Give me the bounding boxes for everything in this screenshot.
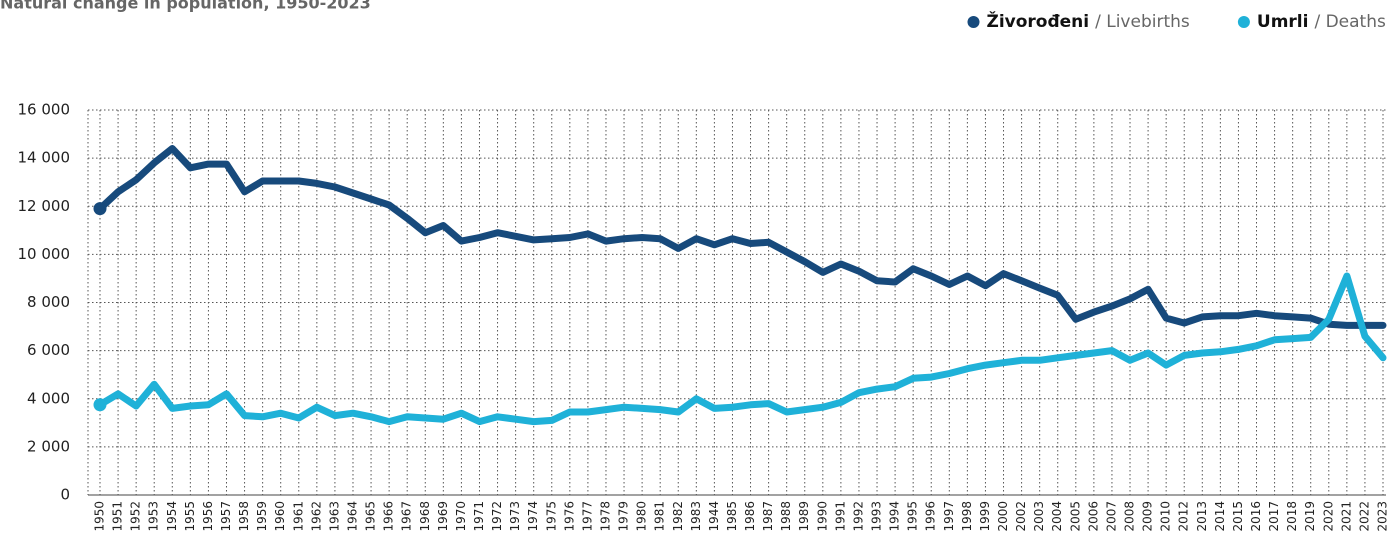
x-tick-label: 2002	[1014, 501, 1028, 532]
y-tick-label: 2 000	[27, 437, 70, 455]
legend-swatch	[1237, 16, 1250, 28]
x-tick-label: 1971	[472, 501, 486, 532]
x-tick-label: 1974	[526, 501, 540, 532]
x-tick-label: 1973	[508, 501, 522, 532]
x-tick-label: 1955	[183, 501, 197, 532]
x-tick-label: 1989	[797, 501, 811, 532]
x-tick-label: 2020	[1321, 501, 1335, 532]
x-tick-label: 1994	[888, 501, 902, 532]
x-tick-label: 2004	[1050, 501, 1064, 532]
y-tick-label: 8 000	[27, 293, 70, 311]
legend: Živorođeni / Livebirths Umrli / Deaths	[967, 10, 1386, 32]
legend-item: Živorođeni / Livebirths	[967, 10, 1190, 32]
x-tick-label: 1968	[418, 501, 432, 532]
legend-swatch	[967, 16, 980, 28]
x-tick-label: 1987	[761, 501, 775, 532]
x-tick-label: 1977	[580, 501, 594, 532]
x-tick-label: 1986	[743, 501, 757, 532]
series-line	[96, 272, 1387, 426]
legend-name: Živorođeni	[987, 10, 1090, 32]
x-tick-label: 1976	[562, 501, 576, 532]
chart-title: Natural change in population, 1950-2023	[0, 0, 371, 13]
x-tick-label: 1950	[93, 501, 107, 532]
x-tick-label: 1964	[345, 501, 359, 532]
x-tick-label: 1980	[635, 501, 649, 532]
x-tick-label: 1957	[219, 501, 233, 532]
x-tick-label: 2013	[1195, 501, 1209, 532]
x-tick-label: 1995	[906, 501, 920, 532]
x-tick-label: 2018	[1285, 501, 1299, 532]
x-tick-label: 1966	[382, 501, 396, 532]
y-tick-label: 0	[60, 486, 70, 504]
y-tick-label: 14 000	[18, 149, 71, 167]
x-tick-label: 1979	[617, 501, 631, 532]
x-tick-label: 2000	[996, 501, 1010, 532]
x-tick-label: 2008	[1123, 501, 1137, 532]
x-tick-label: 1990	[815, 501, 829, 532]
x-tick-label: 1961	[291, 501, 305, 532]
start-marker	[93, 202, 107, 216]
x-tick-label: 2014	[1213, 501, 1227, 532]
x-tick-label: 1969	[436, 501, 450, 532]
x-tick-label: 2007	[1104, 501, 1118, 532]
x-tick-label: 1997	[942, 501, 956, 532]
x-tick-label: 2019	[1303, 501, 1317, 532]
x-tick-label: 1951	[111, 501, 125, 532]
x-tick-label: 1988	[779, 501, 793, 532]
x-tick-label: 1996	[924, 501, 938, 532]
x-tick-label: 1981	[653, 501, 667, 532]
x-tick-label: 2016	[1249, 501, 1263, 532]
x-tick-label: 1954	[165, 501, 179, 532]
x-tick-label: 1965	[364, 501, 378, 532]
x-tick-label: 1956	[201, 501, 215, 532]
legend-sub: / Livebirths	[1095, 12, 1190, 32]
legend-label: Živorođeni / Livebirths	[987, 10, 1190, 32]
x-tick-label: 2003	[1032, 501, 1046, 532]
x-tick-label: 1992	[851, 501, 865, 532]
legend-item: Umrli / Deaths	[1237, 12, 1386, 32]
x-tick-label: 1944	[707, 501, 721, 532]
start-marker	[93, 398, 107, 412]
x-tick-label: 1985	[725, 501, 739, 532]
x-tick-label: 2023	[1376, 501, 1388, 532]
x-tick-label: 1952	[129, 501, 143, 532]
x-tick-label: 2015	[1231, 501, 1245, 532]
x-tick-label: 2009	[1141, 501, 1155, 532]
legend-sub: / Deaths	[1314, 12, 1386, 32]
y-tick-label: 6 000	[27, 341, 70, 359]
x-tick-label: 1959	[255, 501, 269, 532]
series-line	[96, 145, 1387, 329]
y-tick-label: 4 000	[27, 389, 70, 407]
x-tick-label: 1978	[598, 501, 612, 532]
x-tick-label: 1983	[689, 501, 703, 532]
legend-label: Umrli / Deaths	[1257, 12, 1386, 32]
x-tick-label: 1970	[454, 501, 468, 532]
x-tick-label: 2005	[1068, 501, 1082, 532]
x-tick-label: 2017	[1267, 501, 1281, 532]
x-tick-label: 1960	[273, 501, 287, 532]
x-tick-label: 1972	[490, 501, 504, 532]
x-tick-label: 1962	[309, 501, 323, 532]
x-tick-label: 1963	[327, 501, 341, 532]
y-tick-label: 10 000	[18, 245, 71, 263]
x-tick-label: 1999	[978, 501, 992, 532]
legend-name: Umrli	[1257, 12, 1309, 32]
x-tick-label: 2012	[1177, 501, 1191, 532]
x-tick-label: 1975	[544, 501, 558, 532]
x-tick-label: 1998	[960, 501, 974, 532]
x-tick-label: 2022	[1357, 501, 1371, 532]
y-tick-label: 16 000	[18, 101, 71, 119]
x-tick-label: 1953	[147, 501, 161, 532]
x-tick-label: 2010	[1159, 501, 1173, 532]
x-tick-label: 1967	[400, 501, 414, 532]
x-tick-label: 1958	[237, 501, 251, 532]
x-tick-label: 2006	[1086, 501, 1100, 532]
x-tick-label: 2021	[1339, 501, 1353, 532]
x-tick-label: 1991	[833, 501, 847, 532]
x-tick-label: 1982	[671, 501, 685, 532]
y-tick-label: 12 000	[18, 197, 71, 215]
x-tick-label: 1993	[870, 501, 884, 532]
